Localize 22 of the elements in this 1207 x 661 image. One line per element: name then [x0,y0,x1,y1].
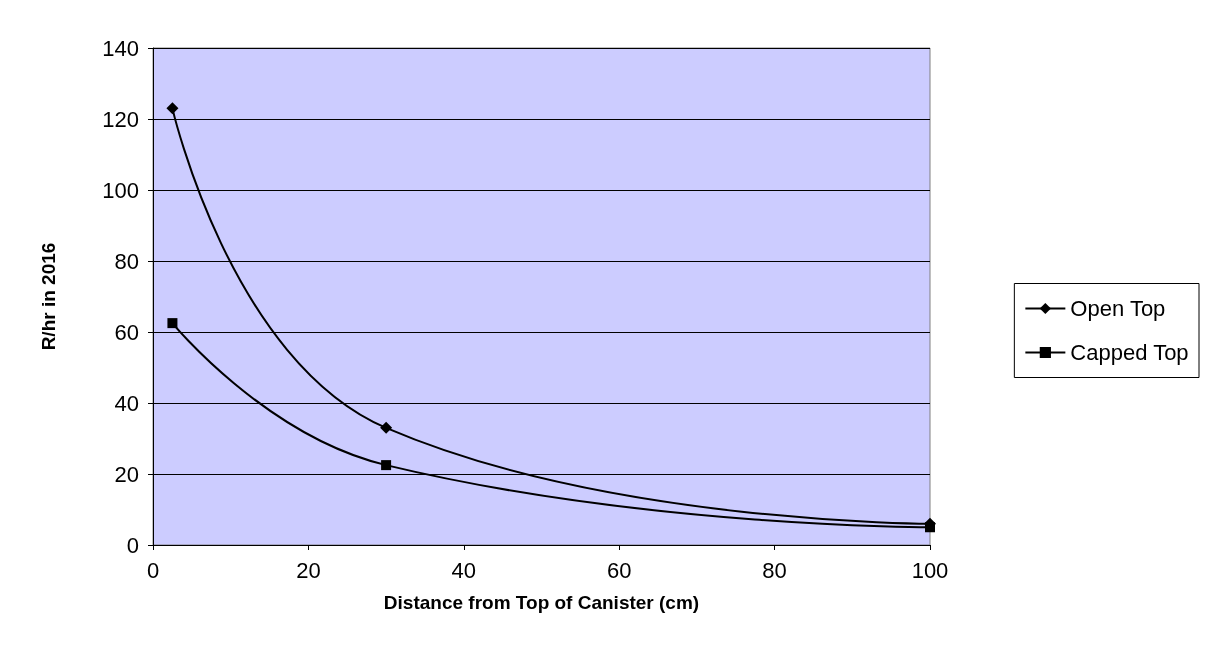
y-tick-label: 80 [114,248,139,274]
y-tick-label: 20 [114,461,139,487]
y-tick-label: 40 [114,390,139,416]
point [380,421,393,434]
x-tick-label: 80 [762,557,787,583]
x-axis-title: Distance from Top of Canister (cm) [383,592,700,613]
y-tick-label: 120 [102,106,139,132]
y-tick-label: 100 [102,177,139,203]
x-tick-label: 0 [146,557,160,583]
point [381,460,392,471]
point [167,318,178,329]
legend-label: Capped Top [1070,340,1189,365]
y-tick-label: 60 [114,319,139,345]
x-tick-label: 20 [296,557,321,583]
x-tick-label: 40 [451,557,477,583]
x-tick-label: 100 [911,557,949,583]
y-axis-title: R/hr in 2016 [38,242,59,351]
y-tick-label: 0 [126,532,139,558]
x-tick-label: 60 [606,557,632,583]
legend-label: Open Top [1070,296,1166,321]
point [166,102,179,115]
y-tick-label: 140 [102,35,139,61]
